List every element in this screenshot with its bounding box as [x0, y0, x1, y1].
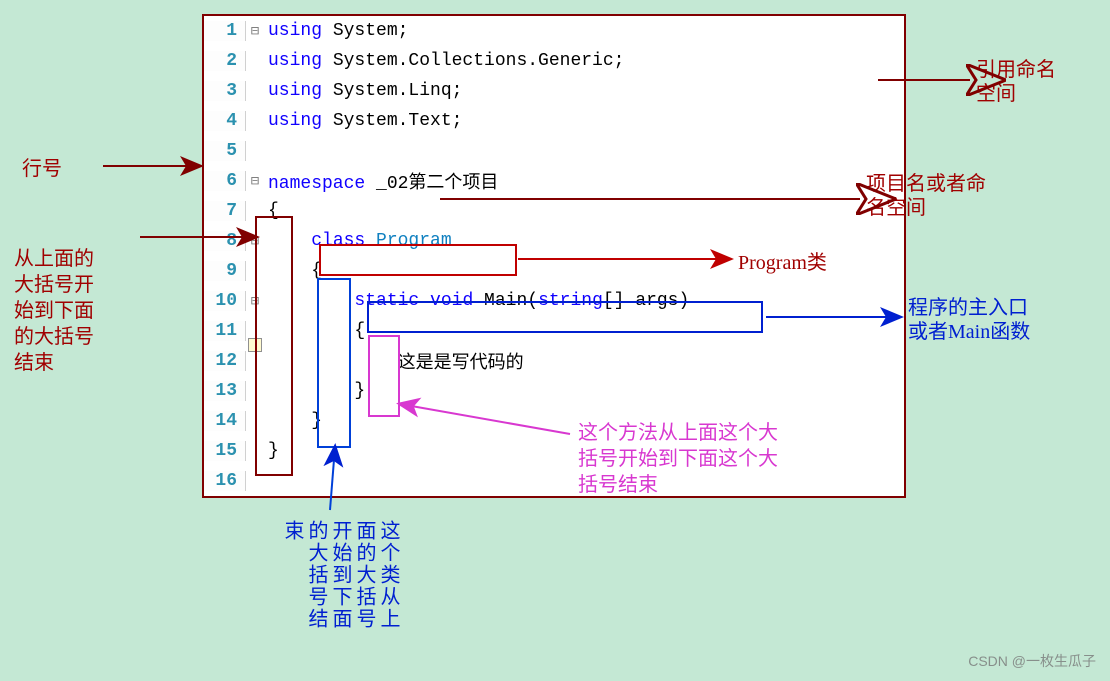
label-using-namespace: 引用命名 空间: [976, 58, 1056, 106]
line-number: 14: [204, 411, 246, 431]
line-number: 12: [204, 351, 246, 371]
code-text: }: [264, 381, 904, 401]
line-number: 4: [204, 111, 246, 131]
code-text: using System.Linq;: [264, 81, 904, 101]
line-number: 16: [204, 471, 246, 491]
label-line-number: 行号: [22, 152, 62, 181]
code-text: namespace _02第二个项目: [264, 168, 904, 194]
code-text: {: [264, 321, 904, 341]
fold-gutter: ⊟: [246, 23, 264, 40]
code-text: 这是是写代码的: [264, 348, 904, 374]
code-text: {: [264, 201, 904, 221]
code-line: 1⊟using System;: [204, 16, 904, 46]
code-text: using System.Text;: [264, 111, 904, 131]
line-number: 5: [204, 141, 246, 161]
code-text: using System.Collections.Generic;: [264, 51, 904, 71]
code-line: 14 }: [204, 406, 904, 436]
fold-gutter: ⊟: [246, 173, 264, 190]
label-project-name: 项目名或者命 名空间: [866, 172, 986, 220]
code-line: 6⊟namespace _02第二个项目: [204, 166, 904, 196]
line-number: 9: [204, 261, 246, 281]
code-line: 2 using System.Collections.Generic;: [204, 46, 904, 76]
code-line: 16: [204, 466, 904, 496]
code-text: static void Main(string[] args): [264, 291, 904, 311]
code-line: 4 using System.Text;: [204, 106, 904, 136]
line-number: 10: [204, 291, 246, 311]
label-program-class: Program类: [738, 246, 827, 275]
line-number: 13: [204, 381, 246, 401]
code-text: using System;: [264, 21, 904, 41]
code-line: 3 using System.Linq;: [204, 76, 904, 106]
line-number: 7: [204, 201, 246, 221]
line-number: 1: [204, 21, 246, 41]
line-number: 8: [204, 231, 246, 251]
label-main-entry: 程序的主入口 或者Main函数: [908, 296, 1030, 344]
line-number: 15: [204, 441, 246, 461]
code-line: 13 }: [204, 376, 904, 406]
code-line: 5: [204, 136, 904, 166]
fold-gutter: ⊟: [246, 233, 264, 250]
line-number: 11: [204, 321, 246, 341]
label-method-brace: 这个方法从上面这个大 括号开始到下面这个大 括号结束: [578, 420, 778, 498]
line-number: 3: [204, 81, 246, 101]
watermark: CSDN @一枚生瓜子: [968, 651, 1096, 671]
label-class-brace: 这个类从上 面的大括号 开始到下面 的大括号结 束: [280, 520, 400, 660]
line-number: 6: [204, 171, 246, 191]
label-outer-brace: 从上面的 大括号开 始到下面 的大括号 结束: [14, 246, 94, 376]
code-line: 11 {: [204, 316, 904, 346]
code-line: 10⊟ static void Main(string[] args): [204, 286, 904, 316]
code-line: 12 这是是写代码的: [204, 346, 904, 376]
line-number: 2: [204, 51, 246, 71]
code-line: 15}: [204, 436, 904, 466]
fold-gutter: ⊟: [246, 293, 264, 310]
code-line: 7{: [204, 196, 904, 226]
